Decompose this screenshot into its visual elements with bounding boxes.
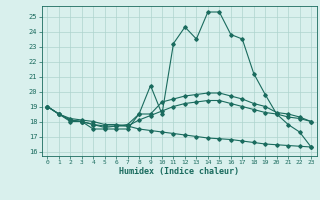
X-axis label: Humidex (Indice chaleur): Humidex (Indice chaleur) — [119, 167, 239, 176]
